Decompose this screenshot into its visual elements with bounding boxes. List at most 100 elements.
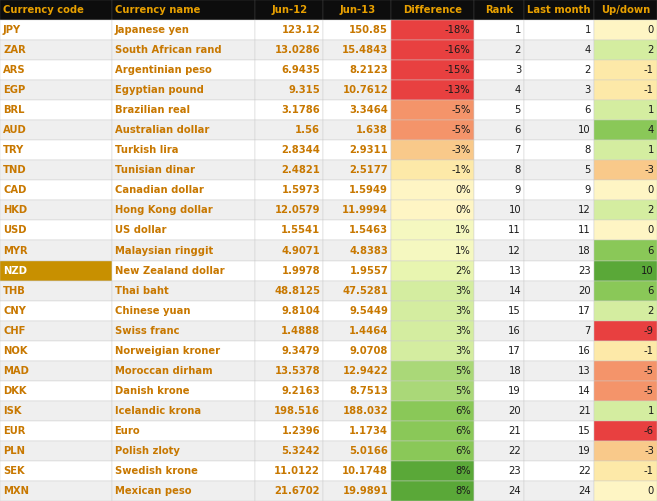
Text: -13%: -13% xyxy=(445,85,470,95)
Text: Currency name: Currency name xyxy=(114,5,200,15)
Text: 1.9978: 1.9978 xyxy=(282,266,320,276)
Bar xyxy=(594,361,657,381)
Text: 1: 1 xyxy=(514,25,521,35)
Text: -5%: -5% xyxy=(451,125,470,135)
Text: Japanese yen: Japanese yen xyxy=(114,25,189,35)
Text: 198.516: 198.516 xyxy=(274,406,320,416)
Bar xyxy=(112,160,255,180)
Text: 13: 13 xyxy=(509,266,521,276)
Bar xyxy=(255,100,323,120)
Text: MAD: MAD xyxy=(3,366,29,376)
Text: Argentinian peso: Argentinian peso xyxy=(114,65,212,75)
Text: 10.1748: 10.1748 xyxy=(342,466,388,476)
Bar xyxy=(255,80,323,100)
Text: 3%: 3% xyxy=(455,326,470,336)
Text: 13.5378: 13.5378 xyxy=(275,366,320,376)
Text: 3%: 3% xyxy=(455,346,470,356)
Bar xyxy=(594,200,657,220)
Text: 150.85: 150.85 xyxy=(350,25,388,35)
Text: 9.8104: 9.8104 xyxy=(281,306,320,316)
Bar xyxy=(112,80,255,100)
Text: 2: 2 xyxy=(648,306,654,316)
Bar xyxy=(323,40,391,60)
Bar xyxy=(524,60,594,80)
Text: Australian dollar: Australian dollar xyxy=(114,125,209,135)
Text: 188.032: 188.032 xyxy=(342,406,388,416)
Text: 9.315: 9.315 xyxy=(288,85,320,95)
Bar xyxy=(594,401,657,421)
Bar xyxy=(594,100,657,120)
Text: 3%: 3% xyxy=(455,286,470,296)
Text: 2.4821: 2.4821 xyxy=(281,165,320,175)
Text: 4: 4 xyxy=(648,125,654,135)
Text: 2: 2 xyxy=(514,45,521,55)
Text: Mexican peso: Mexican peso xyxy=(114,486,191,496)
Bar xyxy=(391,461,474,481)
Text: -1: -1 xyxy=(644,346,654,356)
Text: 0%: 0% xyxy=(455,205,470,215)
Bar xyxy=(112,381,255,401)
Bar xyxy=(391,341,474,361)
Bar xyxy=(255,140,323,160)
Bar xyxy=(474,80,524,100)
Text: 12.9422: 12.9422 xyxy=(342,366,388,376)
Text: ZAR: ZAR xyxy=(3,45,26,55)
Bar xyxy=(594,0,657,20)
Bar xyxy=(255,321,323,341)
Bar xyxy=(391,160,474,180)
Bar xyxy=(112,0,255,20)
Text: Currency code: Currency code xyxy=(3,5,84,15)
Bar xyxy=(524,441,594,461)
Bar xyxy=(0,361,112,381)
Bar xyxy=(391,180,474,200)
Text: 7: 7 xyxy=(585,326,591,336)
Bar xyxy=(524,240,594,261)
Text: 1.9557: 1.9557 xyxy=(350,266,388,276)
Bar xyxy=(474,20,524,40)
Text: 24: 24 xyxy=(509,486,521,496)
Bar xyxy=(0,301,112,321)
Bar xyxy=(112,281,255,301)
Text: Rank: Rank xyxy=(485,5,513,15)
Text: Egyptian pound: Egyptian pound xyxy=(114,85,204,95)
Bar xyxy=(594,381,657,401)
Text: Chinese yuan: Chinese yuan xyxy=(114,306,190,316)
Text: Up/down: Up/down xyxy=(601,5,650,15)
Text: 1%: 1% xyxy=(455,245,470,256)
Bar xyxy=(255,381,323,401)
Text: 18: 18 xyxy=(578,245,591,256)
Bar xyxy=(112,341,255,361)
Bar xyxy=(0,281,112,301)
Text: 16: 16 xyxy=(509,326,521,336)
Bar xyxy=(0,261,112,281)
Text: -3: -3 xyxy=(644,165,654,175)
Text: 1.5463: 1.5463 xyxy=(349,225,388,235)
Text: 2.8344: 2.8344 xyxy=(281,145,320,155)
Text: Tunisian dinar: Tunisian dinar xyxy=(114,165,194,175)
Bar xyxy=(594,281,657,301)
Bar xyxy=(112,481,255,501)
Bar xyxy=(391,200,474,220)
Bar xyxy=(323,481,391,501)
Bar xyxy=(112,421,255,441)
Text: 15: 15 xyxy=(509,306,521,316)
Text: 6.9435: 6.9435 xyxy=(281,65,320,75)
Bar xyxy=(524,120,594,140)
Text: Brazilian real: Brazilian real xyxy=(114,105,190,115)
Text: 4: 4 xyxy=(585,45,591,55)
Bar xyxy=(112,240,255,261)
Bar xyxy=(323,240,391,261)
Text: 23: 23 xyxy=(578,266,591,276)
Bar xyxy=(112,361,255,381)
Bar xyxy=(391,120,474,140)
Bar xyxy=(474,481,524,501)
Bar xyxy=(255,441,323,461)
Bar xyxy=(594,120,657,140)
Bar xyxy=(594,60,657,80)
Bar xyxy=(391,301,474,321)
Text: 9.2163: 9.2163 xyxy=(282,386,320,396)
Text: 6%: 6% xyxy=(455,426,470,436)
Bar xyxy=(524,140,594,160)
Text: 8: 8 xyxy=(515,165,521,175)
Bar xyxy=(323,421,391,441)
